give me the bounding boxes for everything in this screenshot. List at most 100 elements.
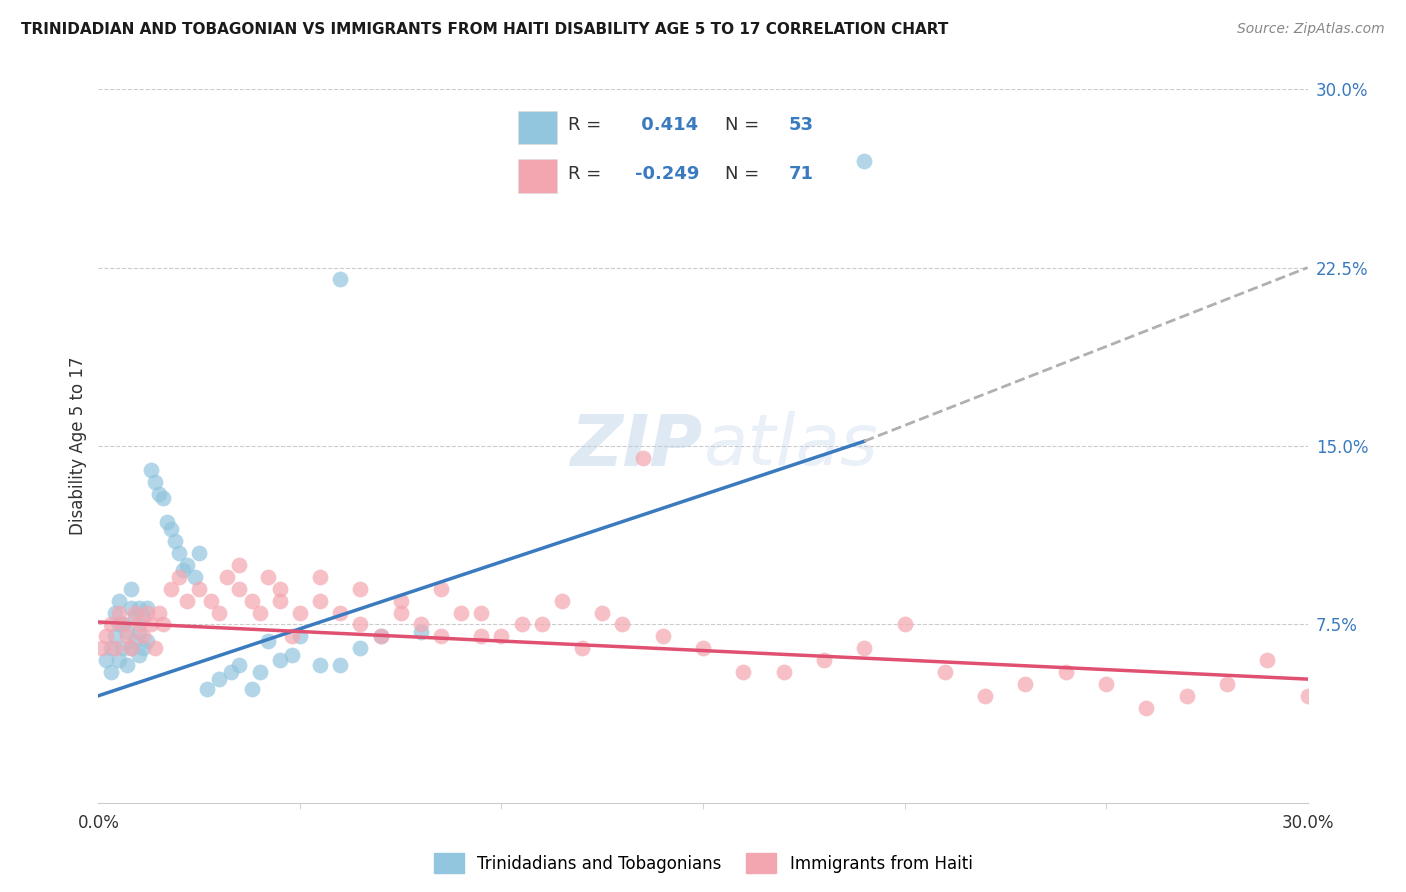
- Point: [103, 606, 125, 620]
- Point: [510, 617, 533, 632]
- Point: [188, 582, 211, 596]
- Point: [409, 617, 432, 632]
- Point: [329, 657, 352, 672]
- Point: [107, 606, 129, 620]
- Point: [470, 606, 492, 620]
- Point: [228, 582, 250, 596]
- Point: [120, 600, 142, 615]
- Point: [651, 629, 673, 643]
- Text: TRINIDADIAN AND TOBAGONIAN VS IMMIGRANTS FROM HAITI DISABILITY AGE 5 TO 17 CORRE: TRINIDADIAN AND TOBAGONIAN VS IMMIGRANTS…: [21, 22, 949, 37]
- Point: [96, 653, 118, 667]
- Point: [167, 570, 190, 584]
- Point: [893, 617, 915, 632]
- Point: [163, 534, 186, 549]
- Point: [96, 629, 118, 643]
- Point: [1095, 677, 1118, 691]
- Point: [115, 624, 138, 639]
- Point: [309, 593, 332, 607]
- Point: [115, 657, 138, 672]
- Point: [240, 593, 263, 607]
- Point: [551, 593, 574, 607]
- Point: [631, 450, 654, 465]
- Point: [240, 681, 263, 696]
- Point: [591, 606, 613, 620]
- Point: [128, 600, 150, 615]
- Point: [228, 558, 250, 572]
- Point: [1216, 677, 1239, 691]
- Point: [103, 629, 125, 643]
- Point: [491, 629, 513, 643]
- Point: [139, 463, 162, 477]
- Point: [249, 606, 271, 620]
- Point: [450, 606, 472, 620]
- Point: [132, 610, 155, 624]
- Point: [128, 624, 150, 639]
- Point: [167, 546, 190, 560]
- Point: [256, 634, 278, 648]
- Point: [128, 617, 150, 632]
- Point: [1296, 689, 1319, 703]
- Point: [571, 641, 593, 656]
- Point: [107, 653, 129, 667]
- Point: [128, 648, 150, 663]
- Point: [389, 606, 412, 620]
- Point: [107, 593, 129, 607]
- Point: [135, 634, 157, 648]
- Point: [612, 617, 634, 632]
- Point: [813, 653, 835, 667]
- Point: [120, 641, 142, 656]
- Point: [430, 629, 453, 643]
- Point: [152, 617, 174, 632]
- Point: [349, 641, 371, 656]
- Point: [208, 672, 231, 686]
- Point: [148, 486, 170, 500]
- Point: [143, 475, 166, 489]
- Point: [135, 606, 157, 620]
- Point: [281, 629, 304, 643]
- Point: [329, 606, 352, 620]
- Point: [208, 606, 231, 620]
- Point: [409, 624, 432, 639]
- Point: [281, 648, 304, 663]
- Point: [692, 641, 714, 656]
- Legend: Trinidadians and Tobagonians, Immigrants from Haiti: Trinidadians and Tobagonians, Immigrants…: [427, 847, 979, 880]
- Point: [430, 582, 453, 596]
- Point: [853, 153, 876, 168]
- Text: atlas: atlas: [703, 411, 877, 481]
- Point: [772, 665, 794, 679]
- Point: [156, 515, 179, 529]
- Point: [1256, 653, 1278, 667]
- Point: [124, 606, 146, 620]
- Point: [195, 681, 218, 696]
- Point: [530, 617, 553, 632]
- Point: [135, 600, 157, 615]
- Point: [288, 629, 311, 643]
- Point: [349, 582, 371, 596]
- Point: [160, 522, 183, 536]
- Y-axis label: Disability Age 5 to 17: Disability Age 5 to 17: [69, 357, 87, 535]
- Point: [309, 657, 332, 672]
- Point: [120, 641, 142, 656]
- Point: [176, 558, 198, 572]
- Point: [389, 593, 412, 607]
- Point: [91, 641, 114, 656]
- Point: [228, 657, 250, 672]
- Point: [934, 665, 956, 679]
- Point: [143, 641, 166, 656]
- Point: [124, 610, 146, 624]
- Point: [132, 641, 155, 656]
- Point: [370, 629, 392, 643]
- Point: [1175, 689, 1198, 703]
- Point: [269, 593, 291, 607]
- Point: [111, 641, 134, 656]
- Point: [176, 593, 198, 607]
- Point: [221, 665, 243, 679]
- Point: [152, 491, 174, 506]
- Point: [853, 641, 876, 656]
- Text: ZIP: ZIP: [571, 411, 703, 481]
- Point: [1054, 665, 1077, 679]
- Point: [329, 272, 352, 286]
- Point: [974, 689, 997, 703]
- Point: [100, 665, 122, 679]
- Point: [217, 570, 239, 584]
